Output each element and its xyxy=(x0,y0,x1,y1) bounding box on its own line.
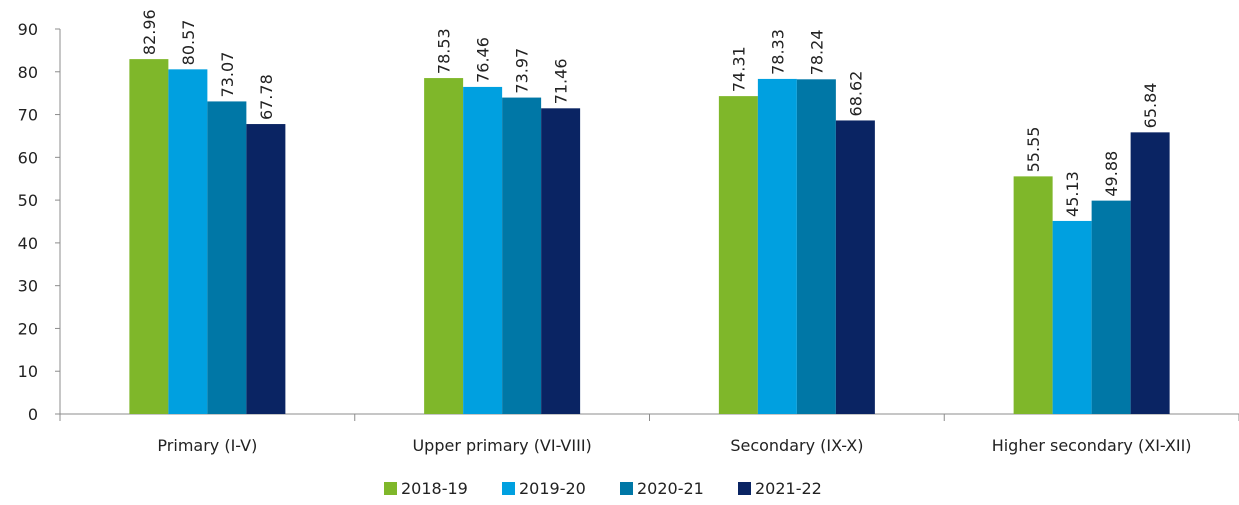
y-tick-label: 40 xyxy=(18,234,38,253)
legend-label: 2018-19 xyxy=(401,479,468,498)
bar-value-label: 80.57 xyxy=(179,20,198,66)
bar xyxy=(718,96,758,414)
legend-label: 2021-22 xyxy=(755,479,822,498)
y-tick-label: 0 xyxy=(28,405,38,424)
legend: 2018-19 2019-20 2020-21 2021-22 xyxy=(384,479,822,498)
bar-value-label: 73.07 xyxy=(218,52,237,98)
bar-value-label: 71.46 xyxy=(552,58,571,104)
bar-value-label: 67.78 xyxy=(257,74,276,120)
legend-swatch xyxy=(384,482,397,495)
x-category-label: Primary (I-V) xyxy=(157,436,257,455)
bar xyxy=(1130,132,1170,414)
bar xyxy=(424,78,464,415)
bar xyxy=(1052,220,1092,414)
bar xyxy=(502,97,542,414)
y-tick-label: 30 xyxy=(18,277,38,296)
bar xyxy=(796,79,836,414)
bar-value-label: 78.33 xyxy=(768,29,787,75)
bar xyxy=(463,86,503,414)
y-tick-label: 60 xyxy=(18,148,38,167)
x-category-label: Higher secondary (XI-XII) xyxy=(992,436,1192,455)
bar-value-label: 45.13 xyxy=(1063,171,1082,217)
bar xyxy=(207,101,247,414)
bar-value-label: 78.24 xyxy=(807,29,826,75)
legend-swatch xyxy=(620,482,633,495)
bar xyxy=(129,59,169,415)
bar-value-label: 73.97 xyxy=(513,48,532,94)
bar xyxy=(1091,200,1131,414)
bar xyxy=(168,69,208,414)
bar xyxy=(1013,176,1053,414)
bar-value-label: 68.62 xyxy=(846,71,865,117)
bar xyxy=(541,108,581,414)
bar xyxy=(835,120,875,414)
bar-value-label: 55.55 xyxy=(1024,127,1043,173)
y-axis: 0 10 20 30 40 50 60 70 80 90 xyxy=(18,20,61,424)
x-category-label: Upper primary (VI-VIII) xyxy=(412,436,591,455)
legend-label: 2019-20 xyxy=(519,479,586,498)
x-category-label: Secondary (IX-X) xyxy=(730,436,863,455)
legend-label: 2020-21 xyxy=(637,479,704,498)
bar-value-label: 82.96 xyxy=(140,9,159,55)
bar-value-label: 49.88 xyxy=(1102,151,1121,197)
y-tick-label: 50 xyxy=(18,191,38,210)
y-tick-label: 80 xyxy=(18,63,38,82)
y-tick-label: 90 xyxy=(18,20,38,39)
x-axis: Primary (I-V) Upper primary (VI-VIII) Seco… xyxy=(59,413,1239,455)
y-tick-label: 10 xyxy=(18,362,38,381)
legend-swatch xyxy=(502,482,515,495)
bar-value-label: 76.46 xyxy=(474,37,493,83)
bar xyxy=(757,78,797,415)
bar-series xyxy=(129,59,1170,415)
bar-value-label: 78.53 xyxy=(435,28,454,74)
y-tick-label: 20 xyxy=(18,319,38,338)
bar-value-label: 74.31 xyxy=(729,46,748,92)
y-tick-label: 70 xyxy=(18,106,38,125)
bar-value-label: 65.84 xyxy=(1141,83,1160,129)
legend-swatch xyxy=(738,482,751,495)
data-labels: 82.96 80.57 73.07 67.78 78.53 76.46 73.97 71.46… xyxy=(140,9,1160,217)
bar xyxy=(246,124,286,415)
